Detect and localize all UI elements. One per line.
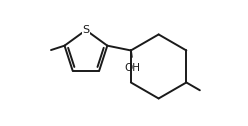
Text: OH: OH bbox=[124, 63, 141, 73]
Text: S: S bbox=[82, 25, 90, 35]
